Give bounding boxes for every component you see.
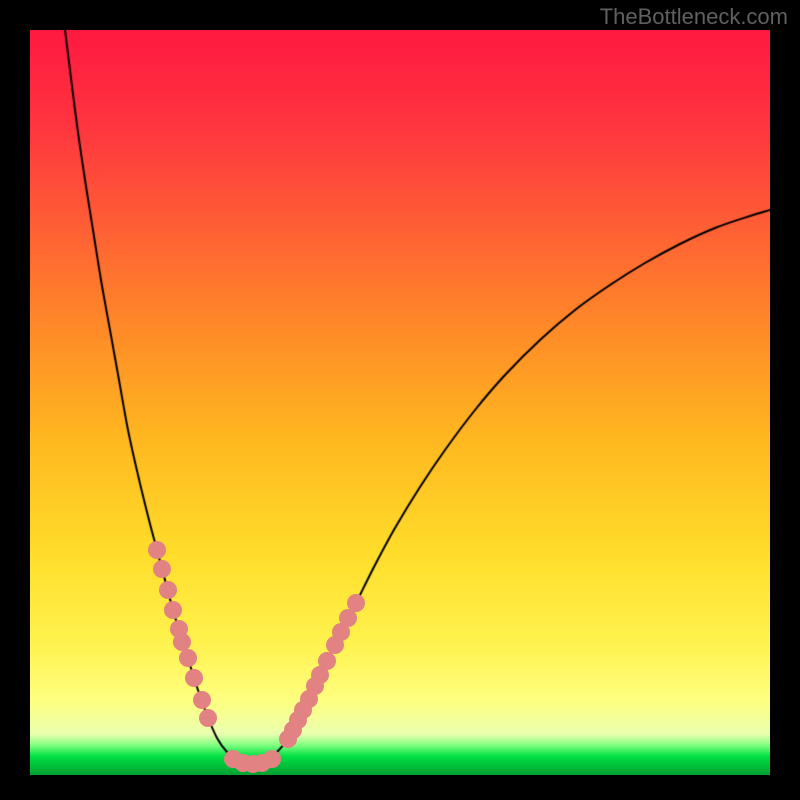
bottleneck-curve-canvas	[30, 30, 770, 775]
watermark-text: TheBottleneck.com	[600, 4, 788, 30]
plot-area	[30, 30, 770, 775]
